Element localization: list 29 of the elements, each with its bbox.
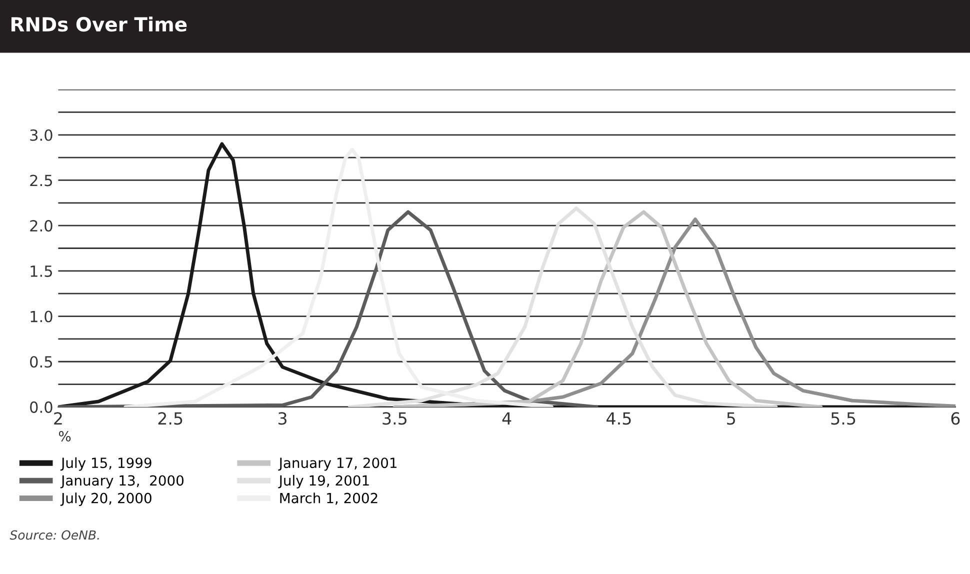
x-tick-label: 3 (278, 412, 286, 425)
y-tick-label: 0.5 (30, 356, 52, 368)
line-series (58, 210, 598, 407)
x-tick-label: 6 (951, 412, 960, 425)
legend-label: March 1, 2002 (280, 492, 378, 505)
x-tick-label: 3.5 (382, 412, 406, 425)
line-series (392, 210, 823, 407)
x-axis-title: % (58, 430, 71, 442)
y-tick-label: 1.5 (30, 266, 52, 277)
x-tick-label: 5 (727, 412, 735, 425)
y-tick-label: 2.0 (30, 220, 52, 232)
chart-title: RNDs Over Time (11, 16, 187, 32)
legend-label: July 19, 2001 (278, 474, 369, 488)
line-series (124, 148, 554, 407)
x-tick-label: 2 (54, 412, 62, 424)
y-tick-label: 3.0 (30, 129, 52, 141)
x-tick-label: 2.5 (158, 412, 182, 425)
x-tick-label: 5.5 (831, 412, 856, 425)
line-series (348, 206, 778, 407)
legend-label: July 20, 2000 (60, 492, 152, 506)
y-tick-label: 0.0 (30, 401, 52, 413)
y-tick-label: 2.5 (30, 174, 52, 186)
x-tick-label: 4 (502, 412, 512, 424)
legend-label: July 15, 1999 (60, 457, 152, 471)
legend-label: January 13, 2000 (60, 475, 184, 488)
y-tick-label: 1.0 (30, 310, 52, 322)
source-note: Source: OeNB. (10, 530, 99, 540)
legend-label: January 17, 2001 (278, 458, 396, 471)
x-tick-label: 4.5 (606, 412, 631, 425)
